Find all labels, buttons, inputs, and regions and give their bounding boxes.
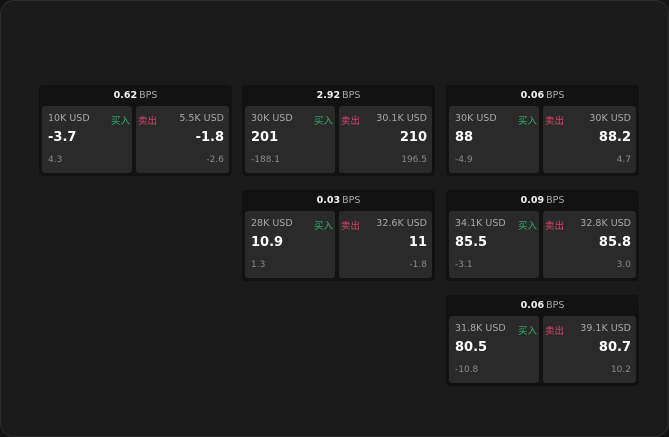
sell-panel[interactable]: 卖出 32.8K USD 85.8 3.0: [543, 211, 636, 278]
sell-price: 11: [408, 235, 427, 250]
sell-price: -1.8: [195, 130, 224, 145]
sell-quantity: 5.5K USD: [179, 113, 224, 124]
sell-quantity: 30.1K USD: [376, 113, 427, 124]
buy-price: 85.5: [455, 235, 488, 250]
sell-change: -2.6: [206, 155, 224, 165]
sell-panel[interactable]: 卖出 30.1K USD 210 196.5: [339, 106, 432, 173]
sell-change: 196.5: [401, 155, 427, 165]
quote-card: 0.06 BPS 31.8K USD 买入 80.5 -10.8 卖出 39.1K…: [446, 295, 639, 386]
buy-price: 80.5: [455, 340, 488, 355]
spread-unit: BPS: [342, 90, 361, 101]
spread-header: 0.62 BPS: [39, 85, 232, 106]
buy-change: -188.1: [251, 155, 281, 165]
buy-panel[interactable]: 28K USD 买入 10.9 1.3: [245, 211, 335, 278]
sell-quantity: 30K USD: [589, 113, 631, 124]
spread-value: 0.09: [520, 195, 545, 206]
sell-change: 10.2: [610, 365, 631, 375]
buy-panel[interactable]: 30K USD 买入 88 -4.9: [449, 106, 539, 173]
sell-label: 卖出: [138, 116, 158, 127]
spread-value: 0.03: [316, 195, 341, 206]
sell-label: 卖出: [545, 221, 565, 232]
spread-value: 0.06: [520, 90, 545, 101]
buy-quantity: 30K USD: [455, 113, 497, 124]
buy-quantity: 10K USD: [48, 113, 90, 124]
buy-change: 1.3: [251, 260, 266, 270]
buy-panel[interactable]: 31.8K USD 买入 80.5 -10.8: [449, 316, 539, 383]
sell-label: 卖出: [545, 326, 565, 337]
buy-panel[interactable]: 10K USD 买入 -3.7 4.3: [42, 106, 132, 173]
buy-label: 买入: [110, 116, 130, 127]
spread-header: 0.06 BPS: [446, 85, 639, 106]
buy-label: 买入: [313, 221, 333, 232]
spread-value: 0.62: [113, 90, 138, 101]
buy-panel[interactable]: 30K USD 买入 201 -188.1: [245, 106, 335, 173]
spread-unit: BPS: [546, 195, 565, 206]
buy-quantity: 28K USD: [251, 218, 293, 229]
quote-card: 0.09 BPS 34.1K USD 买入 85.5 -3.1 卖出 32.8K …: [446, 190, 639, 281]
spread-unit: BPS: [139, 90, 158, 101]
sell-label: 卖出: [341, 116, 361, 127]
sell-quantity: 39.1K USD: [580, 323, 631, 334]
sell-quantity: 32.6K USD: [376, 218, 427, 229]
buy-price: 88: [455, 130, 474, 145]
quote-card: 0.06 BPS 30K USD 买入 88 -4.9 卖出 30K USD 88…: [446, 85, 639, 176]
spread-header: 0.06 BPS: [446, 295, 639, 316]
spread-value: 0.06: [520, 300, 545, 311]
sell-label: 卖出: [341, 221, 361, 232]
buy-label: 买入: [517, 326, 537, 337]
buy-change: -4.9: [455, 155, 473, 165]
sell-price: 88.2: [598, 130, 631, 145]
sell-change: 3.0: [616, 260, 631, 270]
sell-change: 4.7: [616, 155, 631, 165]
sell-panel[interactable]: 卖出 39.1K USD 80.7 10.2: [543, 316, 636, 383]
buy-quantity: 30K USD: [251, 113, 293, 124]
quote-card: 0.03 BPS 28K USD 买入 10.9 1.3 卖出 32.6K USD…: [242, 190, 435, 281]
buy-panel[interactable]: 34.1K USD 买入 85.5 -3.1: [449, 211, 539, 278]
spread-unit: BPS: [546, 90, 565, 101]
buy-change: 4.3: [48, 155, 63, 165]
sell-label: 卖出: [545, 116, 565, 127]
sell-panel[interactable]: 卖出 32.6K USD 11 -1.8: [339, 211, 432, 278]
buy-label: 买入: [517, 116, 537, 127]
quote-card: 2.92 BPS 30K USD 买入 201 -188.1 卖出 30.1K U…: [242, 85, 435, 176]
sell-change: -1.8: [409, 260, 427, 270]
buy-change: -10.8: [455, 365, 479, 375]
spread-value: 2.92: [316, 90, 341, 101]
spread-header: 0.03 BPS: [242, 190, 435, 211]
spread-header: 0.09 BPS: [446, 190, 639, 211]
buy-change: -3.1: [455, 260, 473, 270]
buy-quantity: 34.1K USD: [455, 218, 506, 229]
buy-price: 10.9: [251, 235, 284, 250]
spread-unit: BPS: [342, 195, 361, 206]
buy-quantity: 31.8K USD: [455, 323, 506, 334]
buy-price: -3.7: [48, 130, 77, 145]
buy-price: 201: [251, 130, 279, 145]
sell-price: 85.8: [598, 235, 631, 250]
buy-label: 买入: [517, 221, 537, 232]
sell-quantity: 32.8K USD: [580, 218, 631, 229]
sell-panel[interactable]: 卖出 5.5K USD -1.8 -2.6: [136, 106, 229, 173]
quote-card: 0.62 BPS 10K USD 买入 -3.7 4.3 卖出 5.5K USD …: [39, 85, 232, 176]
sell-price: 210: [399, 130, 427, 145]
spread-unit: BPS: [546, 300, 565, 311]
spread-header: 2.92 BPS: [242, 85, 435, 106]
buy-label: 买入: [313, 116, 333, 127]
sell-panel[interactable]: 卖出 30K USD 88.2 4.7: [543, 106, 636, 173]
sell-price: 80.7: [598, 340, 631, 355]
